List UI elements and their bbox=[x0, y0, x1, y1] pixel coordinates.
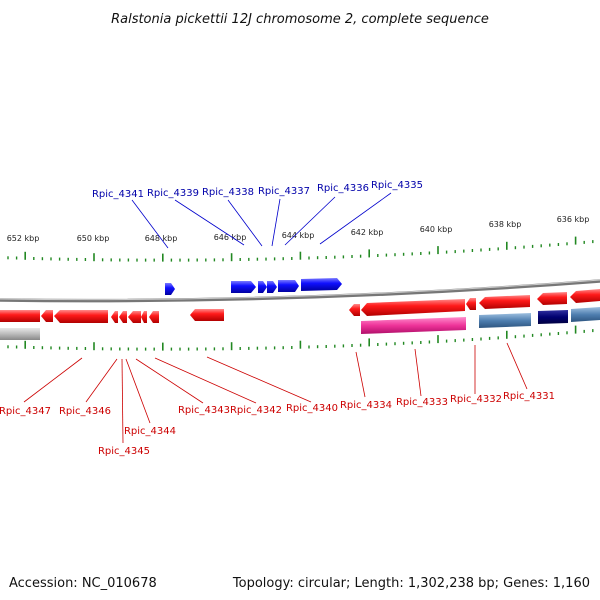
scale-ticks-top bbox=[7, 236, 594, 262]
label-rpic-4332: Rpic_4332 bbox=[450, 394, 502, 405]
leader-rpic-4344 bbox=[125, 358, 151, 424]
leader-rpic-4335 bbox=[319, 192, 392, 245]
feature-steel-2 bbox=[571, 307, 600, 322]
gene-rpic-4332 bbox=[479, 295, 530, 309]
leader-rpic-4342 bbox=[154, 357, 257, 404]
gene-rpic-4338 bbox=[258, 281, 267, 293]
gene-rpic-4346a bbox=[41, 310, 53, 322]
label-rpic-4334: Rpic_4334 bbox=[340, 400, 392, 411]
map-title: Ralstonia pickettii 12J chromosome 2, co… bbox=[111, 12, 489, 27]
gene-rpic-4344 bbox=[119, 311, 127, 323]
leader-rpic-4331 bbox=[506, 342, 528, 390]
gene-rpic-4347 bbox=[0, 310, 40, 322]
scale-label-640: 640 kbp bbox=[420, 225, 453, 234]
leader-rpic-4337 bbox=[271, 198, 281, 247]
gene-rpic-4334 bbox=[349, 304, 360, 316]
scale-label-652: 652 kbp bbox=[7, 234, 40, 243]
label-rpic-4338: Rpic_4338 bbox=[202, 187, 254, 198]
label-rpic-4343: Rpic_4343 bbox=[178, 405, 230, 416]
scale-label-636: 636 kbp bbox=[557, 215, 590, 224]
label-rpic-4347: Rpic_4347 bbox=[0, 406, 51, 417]
leader-rpic-4346 bbox=[85, 358, 118, 403]
leader-rpic-4339 bbox=[174, 199, 245, 246]
scale-label-638: 638 kbp bbox=[489, 220, 522, 229]
label-rpic-4333: Rpic_4333 bbox=[396, 397, 448, 408]
leader-rpic-4340 bbox=[206, 356, 312, 403]
label-rpic-4336: Rpic_4336 bbox=[317, 183, 369, 194]
gene-rpic-4346 bbox=[54, 310, 108, 323]
feature-pink bbox=[361, 317, 466, 334]
scale-label-646: 646 kbp bbox=[214, 233, 247, 242]
label-rpic-4335: Rpic_4335 bbox=[371, 180, 423, 191]
leader-rpic-4334 bbox=[355, 351, 366, 398]
gene-rpic-4341 bbox=[165, 283, 175, 295]
gene-rpic-4333 bbox=[361, 299, 465, 316]
label-rpic-4340: Rpic_4340 bbox=[286, 403, 338, 414]
feature-steel-1 bbox=[479, 313, 531, 328]
label-rpic-4339: Rpic_4339 bbox=[147, 188, 199, 199]
label-rpic-4341: Rpic_4341 bbox=[92, 189, 144, 200]
label-rpic-4346: Rpic_4346 bbox=[59, 406, 111, 417]
scale-label-642: 642 kbp bbox=[351, 228, 384, 237]
gene-rpic-4342 bbox=[141, 311, 147, 323]
gene-rpic-4345 bbox=[111, 311, 118, 323]
label-rpic-4342: Rpic_4342 bbox=[230, 405, 282, 416]
topology-summary: Topology: circular; Length: 1,302,238 bp… bbox=[232, 576, 590, 591]
leader-rpic-4345 bbox=[121, 358, 124, 444]
scale-ticks-bottom bbox=[7, 325, 594, 351]
gene-rpic-4336 bbox=[278, 280, 299, 292]
gene-rpic-4337 bbox=[267, 281, 277, 293]
leader-rpic-4347 bbox=[23, 357, 83, 403]
label-rpic-4331: Rpic_4331 bbox=[503, 391, 555, 402]
gene-rpic-4340 bbox=[190, 309, 224, 321]
gene-rpic-4343 bbox=[128, 311, 141, 323]
gene-rpic-4331 bbox=[537, 292, 567, 305]
scale-label-650: 650 kbp bbox=[77, 234, 110, 243]
leader-rpic-4333 bbox=[414, 348, 422, 397]
gene-rpic-4335 bbox=[301, 278, 342, 291]
leader-rpic-4338 bbox=[227, 199, 263, 247]
label-rpic-4344: Rpic_4344 bbox=[124, 426, 176, 437]
accession-text: Accession: NC_010678 bbox=[9, 576, 157, 591]
feature-gray bbox=[0, 328, 40, 340]
gene-rpic-4330 bbox=[570, 289, 600, 303]
gene-rpic-4342b bbox=[149, 311, 159, 323]
gene-rpic-4339 bbox=[231, 281, 256, 293]
label-rpic-4337: Rpic_4337 bbox=[258, 186, 310, 197]
label-rpic-4345: Rpic_4345 bbox=[98, 446, 150, 457]
backbone-highlight bbox=[0, 279, 600, 301]
leader-rpic-4336 bbox=[284, 196, 336, 246]
leader-rpic-4343 bbox=[135, 358, 204, 404]
gene-rpic-4332a bbox=[466, 298, 476, 310]
scale-label-644: 644 kbp bbox=[282, 231, 315, 240]
feature-navy bbox=[538, 310, 568, 324]
leader-rpic-4341 bbox=[131, 199, 169, 249]
backbone-arc bbox=[0, 279, 600, 303]
